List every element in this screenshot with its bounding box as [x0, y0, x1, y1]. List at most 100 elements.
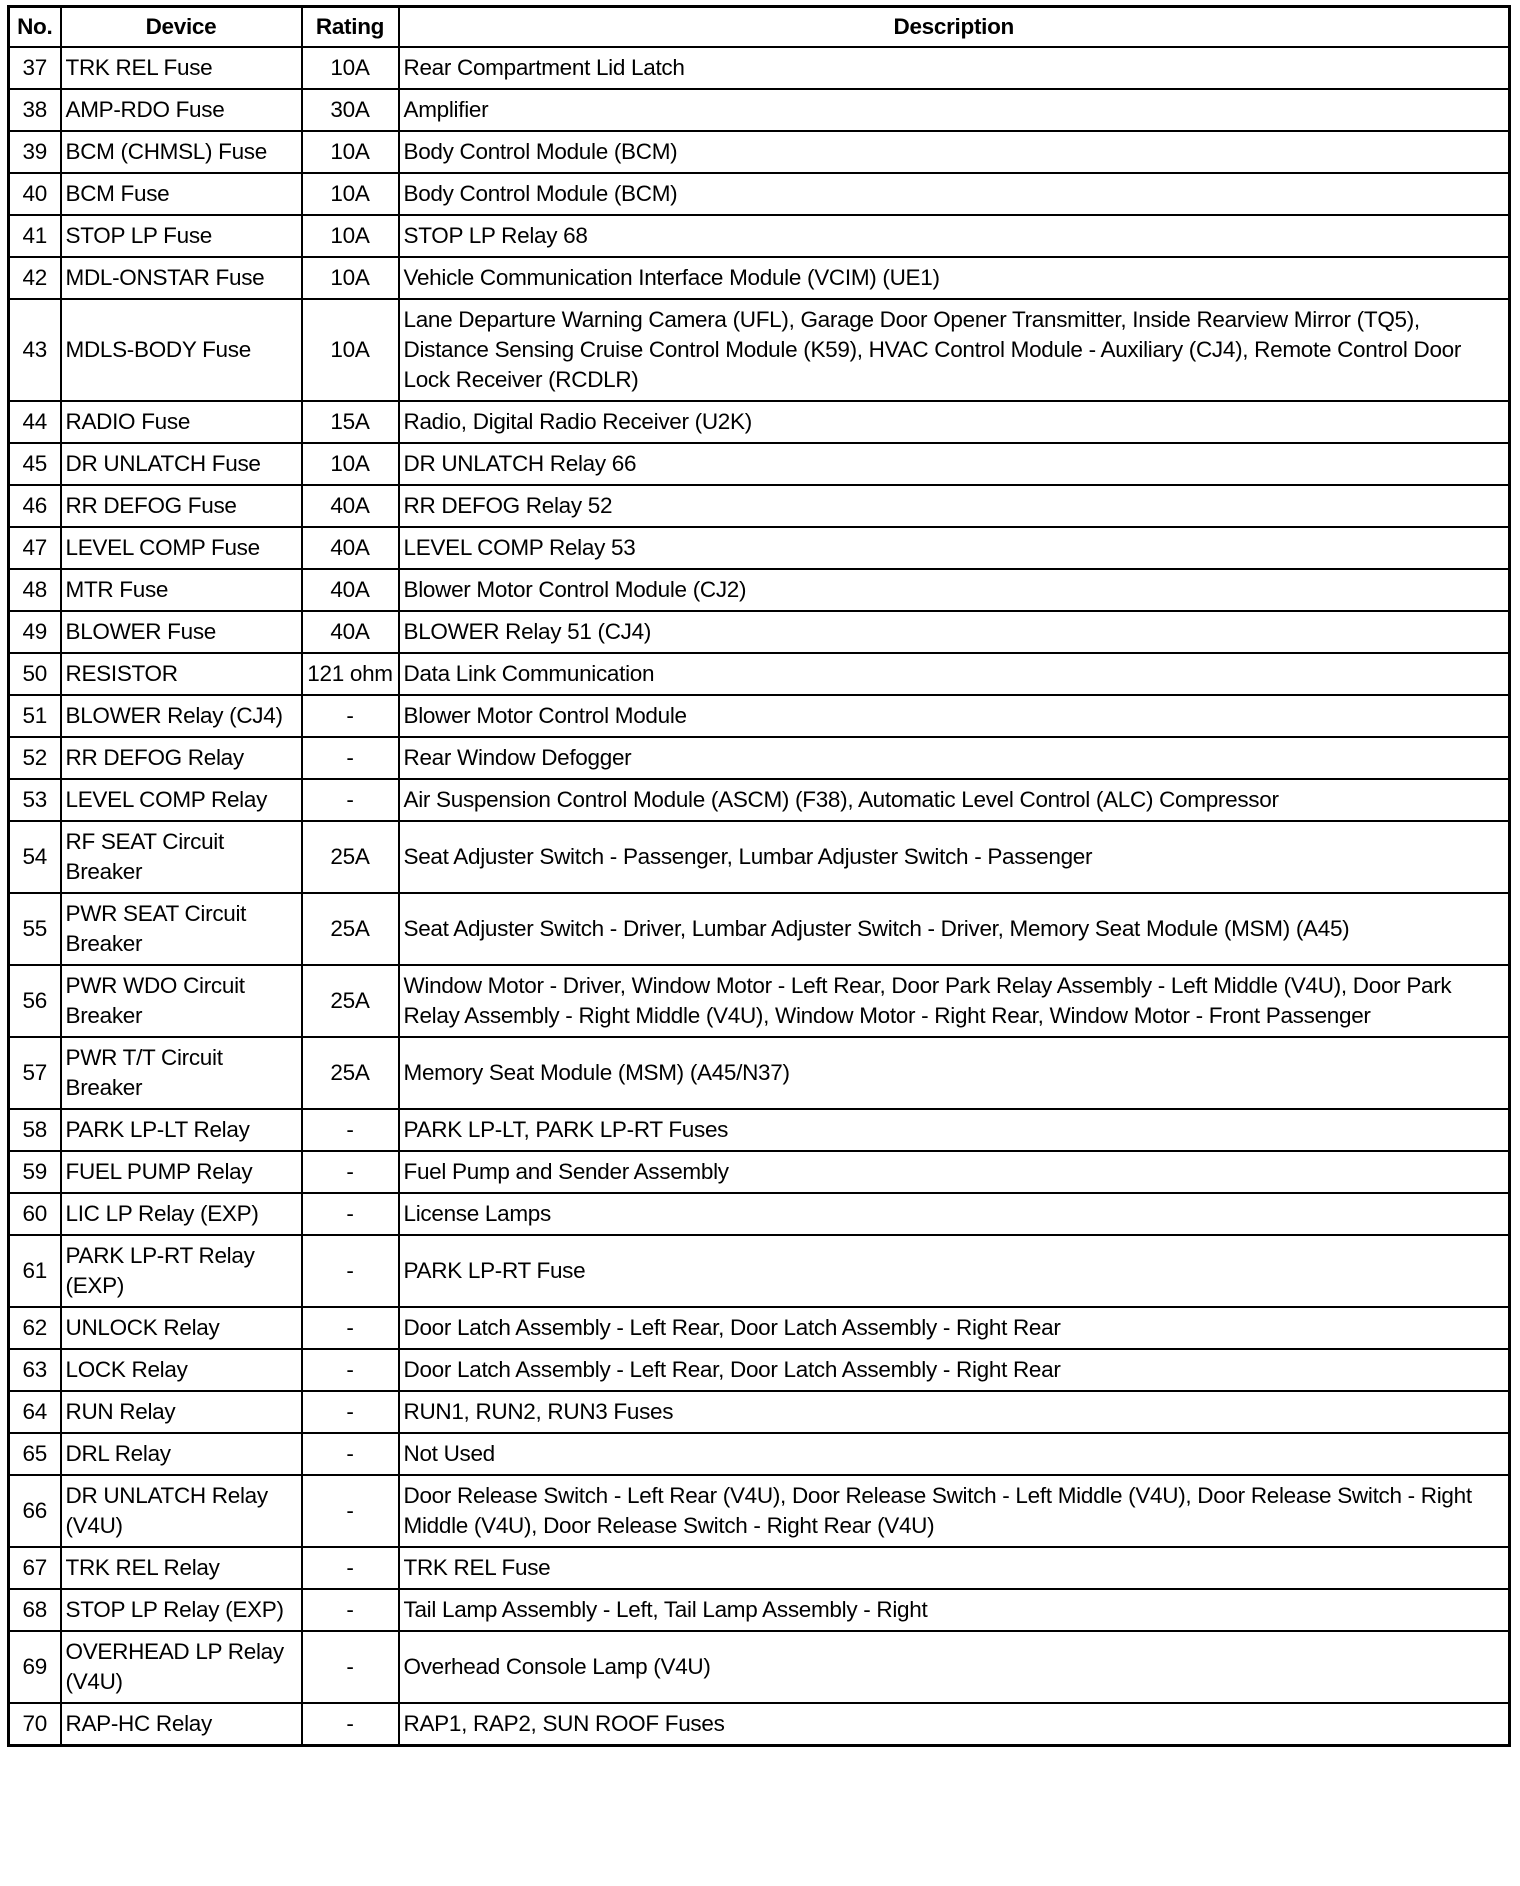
cell-device: PWR WDO Circuit Breaker: [59, 964, 303, 1038]
cell-rating: 10A: [300, 172, 400, 216]
table-row: 56 PWR WDO Circuit Breaker 25A Window Motor…: [7, 964, 1511, 1038]
cell-rating: -: [300, 1432, 400, 1476]
table-row: 52 RR DEFOG Relay - Rear Window Defogger: [7, 736, 1511, 780]
cell-device: MDLS-BODY Fuse: [59, 298, 303, 402]
cell-device: RR DEFOG Relay: [59, 736, 303, 780]
table-row: 64 RUN Relay - RUN1, RUN2, RUN3 Fuses: [7, 1390, 1511, 1434]
cell-rating: -: [300, 736, 400, 780]
cell-device: AMP-RDO Fuse: [59, 88, 303, 132]
cell-rating: 25A: [300, 1036, 400, 1110]
table-row: 66 DR UNLATCH Relay (V4U) - Door Release Sw…: [7, 1474, 1511, 1548]
cell-description: Rear Compartment Lid Latch: [397, 46, 1511, 90]
cell-device: DRL Relay: [59, 1432, 303, 1476]
cell-device: TRK REL Relay: [59, 1546, 303, 1590]
table-row: 41 STOP LP Fuse 10A STOP LP Relay 68: [7, 214, 1511, 258]
cell-rating: 40A: [300, 610, 400, 654]
cell-device: RR DEFOG Fuse: [59, 484, 303, 528]
table-row: 47 LEVEL COMP Fuse 40A LEVEL COMP Relay 53: [7, 526, 1511, 570]
cell-description: Blower Motor Control Module (CJ2): [397, 568, 1511, 612]
cell-rating: -: [300, 778, 400, 822]
cell-description: Overhead Console Lamp (V4U): [397, 1630, 1511, 1704]
cell-description: Window Motor - Driver, Window Motor - Le…: [397, 964, 1511, 1038]
cell-no: 66: [7, 1474, 62, 1548]
cell-description: Not Used: [397, 1432, 1511, 1476]
table-row: 54 RF SEAT Circuit Breaker 25A Seat Adjuste…: [7, 820, 1511, 894]
cell-rating: 25A: [300, 964, 400, 1038]
table-row: 37 TRK REL Fuse 10A Rear Compartment Lid La…: [7, 46, 1511, 90]
cell-device: LEVEL COMP Relay: [59, 778, 303, 822]
table-row: 49 BLOWER Fuse 40A BLOWER Relay 51 (CJ4): [7, 610, 1511, 654]
cell-no: 50: [7, 652, 62, 696]
table-row: 58 PARK LP-LT Relay - PARK LP-LT, PARK LP-R…: [7, 1108, 1511, 1152]
cell-device: MTR Fuse: [59, 568, 303, 612]
cell-no: 37: [7, 46, 62, 90]
cell-no: 51: [7, 694, 62, 738]
cell-device: BLOWER Relay (CJ4): [59, 694, 303, 738]
cell-description: Lane Departure Warning Camera (UFL), Gar…: [397, 298, 1511, 402]
cell-no: 64: [7, 1390, 62, 1434]
cell-description: Memory Seat Module (MSM) (A45/N37): [397, 1036, 1511, 1110]
cell-device: DR UNLATCH Relay (V4U): [59, 1474, 303, 1548]
cell-no: 46: [7, 484, 62, 528]
cell-device: LIC LP Relay (EXP): [59, 1192, 303, 1236]
cell-no: 70: [7, 1702, 62, 1747]
table-row: 69 OVERHEAD LP Relay (V4U) - Overhead Conso…: [7, 1630, 1511, 1704]
cell-device: BLOWER Fuse: [59, 610, 303, 654]
cell-rating: 40A: [300, 526, 400, 570]
cell-description: Body Control Module (BCM): [397, 172, 1511, 216]
table-row: 62 UNLOCK Relay - Door Latch Assembly - Lef…: [7, 1306, 1511, 1350]
table-row: 42 MDL-ONSTAR Fuse 10A Vehicle Communicatio…: [7, 256, 1511, 300]
table-row: 38 AMP-RDO Fuse 30A Amplifier: [7, 88, 1511, 132]
cell-description: Air Suspension Control Module (ASCM) (F3…: [397, 778, 1511, 822]
cell-rating: 30A: [300, 88, 400, 132]
cell-rating: -: [300, 1474, 400, 1548]
cell-description: PARK LP-RT Fuse: [397, 1234, 1511, 1308]
cell-device: PWR SEAT Circuit Breaker: [59, 892, 303, 966]
cell-no: 67: [7, 1546, 62, 1590]
cell-rating: -: [300, 1348, 400, 1392]
cell-device: DR UNLATCH Fuse: [59, 442, 303, 486]
cell-no: 68: [7, 1588, 62, 1632]
cell-device: TRK REL Fuse: [59, 46, 303, 90]
table-row: 55 PWR SEAT Circuit Breaker 25A Seat Adjust…: [7, 892, 1511, 966]
table-row: 70 RAP-HC Relay - RAP1, RAP2, SUN ROOF Fuse…: [7, 1702, 1511, 1747]
header-row: No. Device Rating Description: [7, 5, 1511, 48]
cell-description: Amplifier: [397, 88, 1511, 132]
cell-rating: 10A: [300, 46, 400, 90]
cell-no: 48: [7, 568, 62, 612]
cell-device: PWR T/T Circuit Breaker: [59, 1036, 303, 1110]
header-description: Description: [397, 5, 1511, 48]
cell-rating: 25A: [300, 820, 400, 894]
cell-no: 60: [7, 1192, 62, 1236]
cell-rating: -: [300, 1306, 400, 1350]
cell-no: 58: [7, 1108, 62, 1152]
cell-device: RESISTOR: [59, 652, 303, 696]
cell-description: Rear Window Defogger: [397, 736, 1511, 780]
cell-no: 56: [7, 964, 62, 1038]
table-row: 67 TRK REL Relay - TRK REL Fuse: [7, 1546, 1511, 1590]
cell-no: 40: [7, 172, 62, 216]
cell-no: 53: [7, 778, 62, 822]
cell-description: BLOWER Relay 51 (CJ4): [397, 610, 1511, 654]
cell-description: RAP1, RAP2, SUN ROOF Fuses: [397, 1702, 1511, 1747]
header-rating: Rating: [300, 5, 400, 48]
cell-description: Door Latch Assembly - Left Rear, Door La…: [397, 1306, 1511, 1350]
table-row: 51 BLOWER Relay (CJ4) - Blower Motor Contro…: [7, 694, 1511, 738]
cell-no: 65: [7, 1432, 62, 1476]
cell-description: Door Release Switch - Left Rear (V4U), D…: [397, 1474, 1511, 1548]
cell-no: 61: [7, 1234, 62, 1308]
cell-rating: 10A: [300, 214, 400, 258]
cell-rating: -: [300, 1588, 400, 1632]
table-row: 57 PWR T/T Circuit Breaker 25A Memory Seat …: [7, 1036, 1511, 1110]
cell-description: RUN1, RUN2, RUN3 Fuses: [397, 1390, 1511, 1434]
cell-device: STOP LP Fuse: [59, 214, 303, 258]
table-row: 68 STOP LP Relay (EXP) - Tail Lamp Assembly…: [7, 1588, 1511, 1632]
cell-no: 59: [7, 1150, 62, 1194]
cell-rating: 10A: [300, 130, 400, 174]
cell-rating: 10A: [300, 256, 400, 300]
table-row: 60 LIC LP Relay (EXP) - License Lamps: [7, 1192, 1511, 1236]
table-row: 39 BCM (CHMSL) Fuse 10A Body Control Module…: [7, 130, 1511, 174]
cell-description: TRK REL Fuse: [397, 1546, 1511, 1590]
table-row: 45 DR UNLATCH Fuse 10A DR UNLATCH Relay 66: [7, 442, 1511, 486]
cell-description: Blower Motor Control Module: [397, 694, 1511, 738]
